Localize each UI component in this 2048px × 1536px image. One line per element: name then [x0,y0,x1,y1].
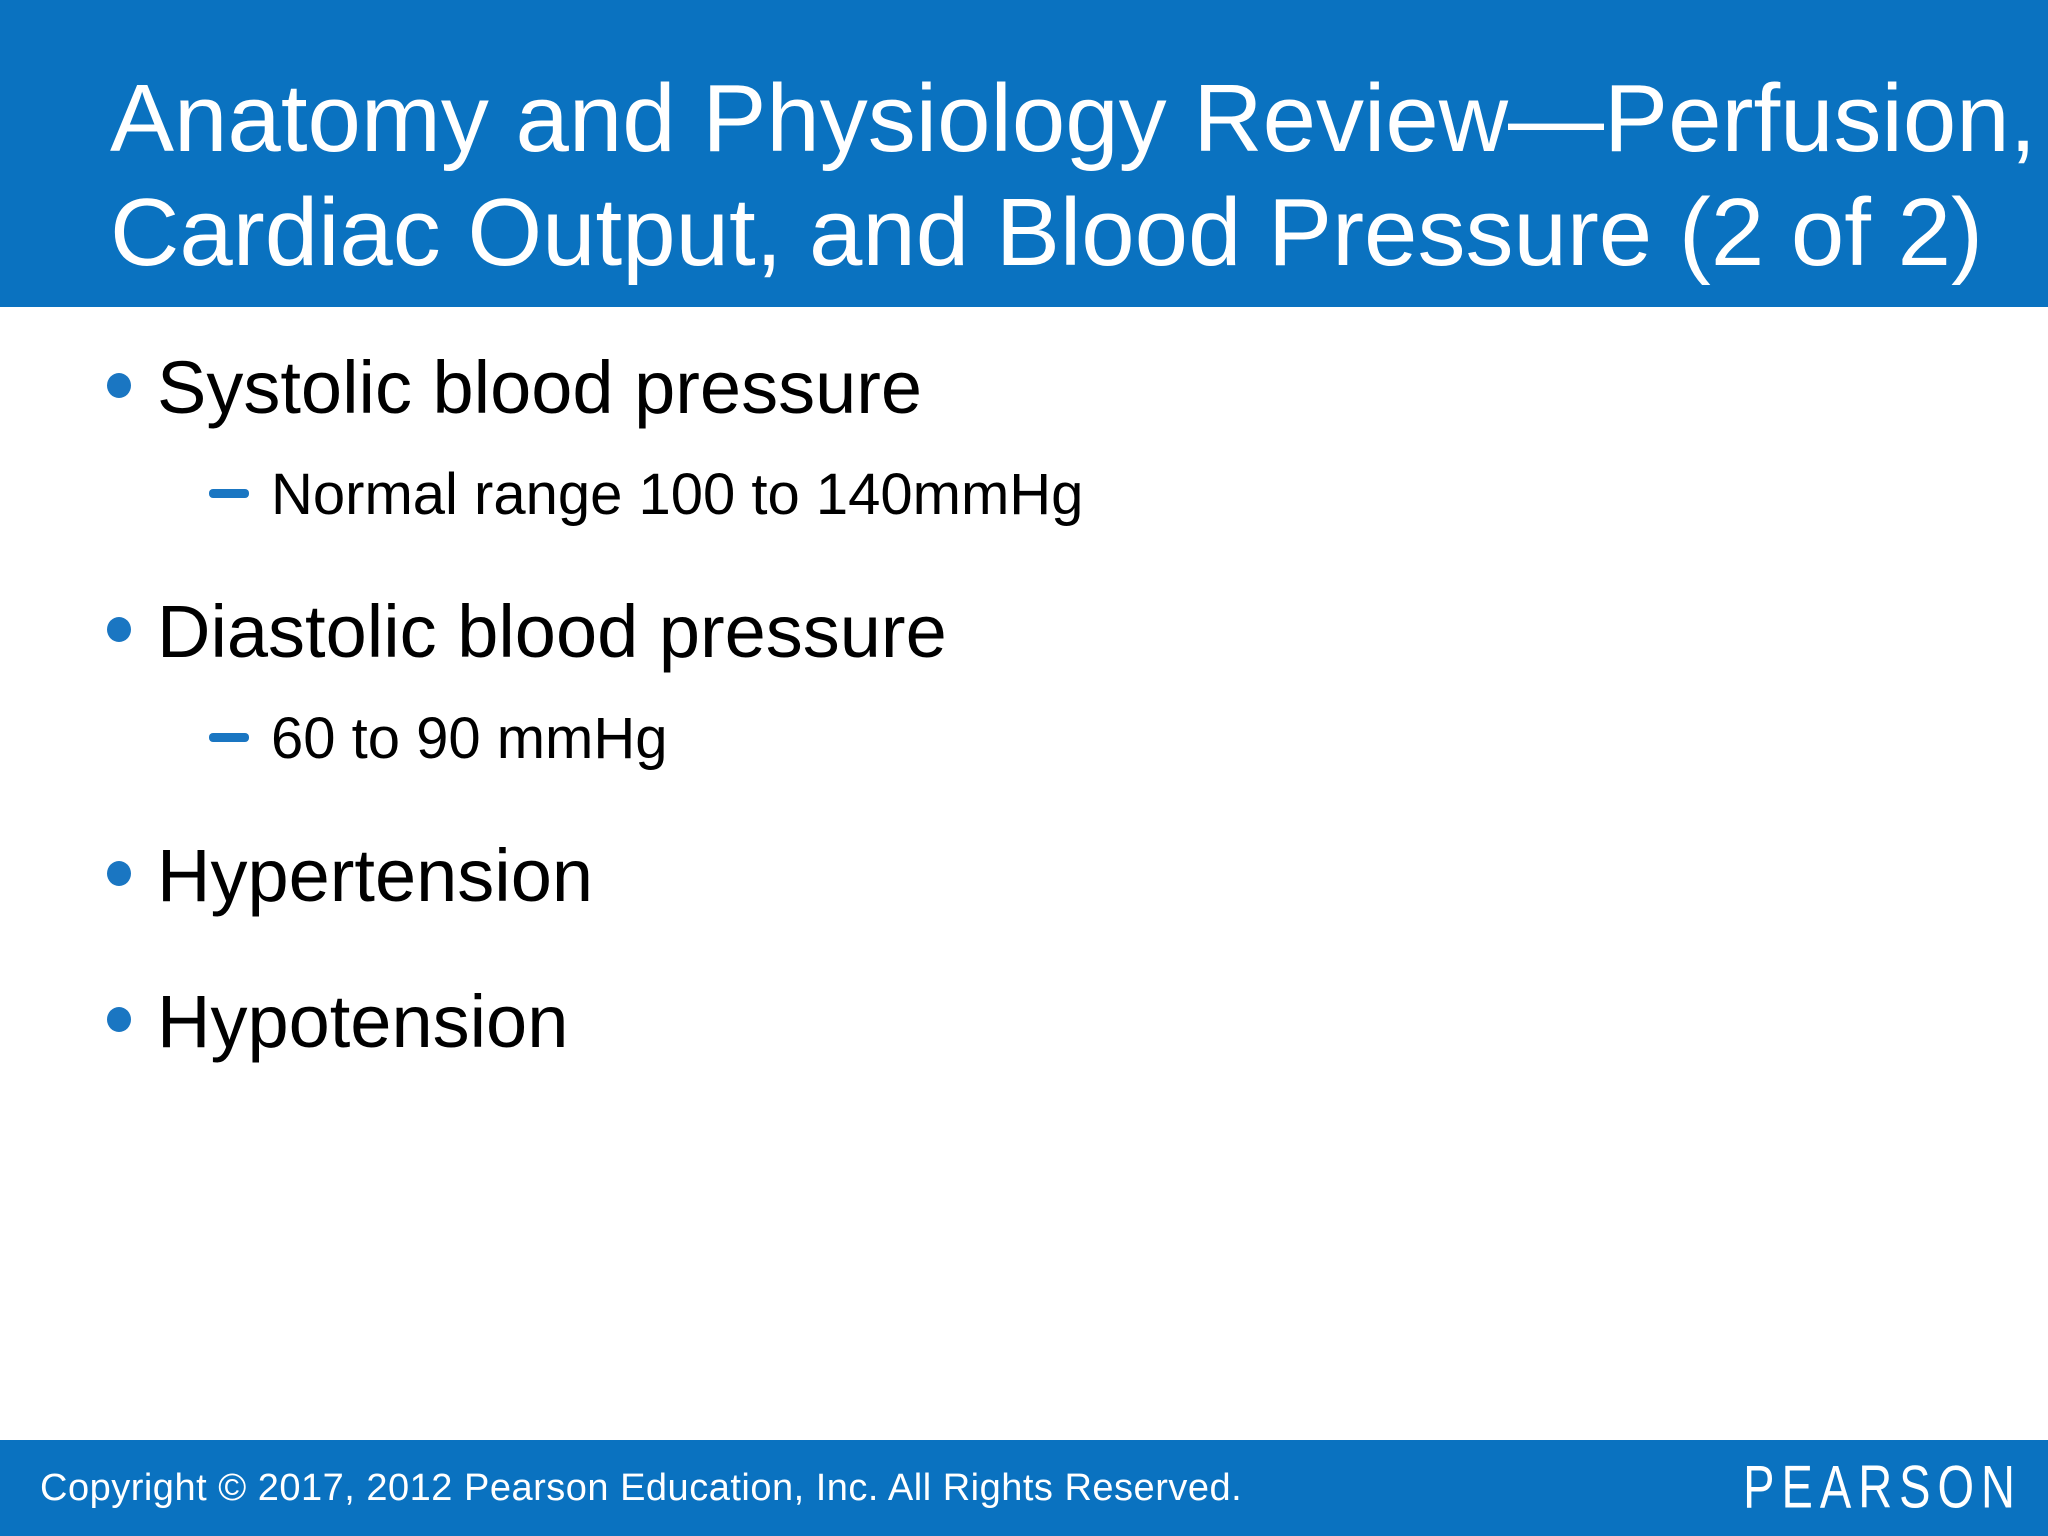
list-item-text: 60 to 90 mmHg [271,706,668,771]
title-bar: Anatomy and Physiology Review—Perfusion,… [0,0,2048,307]
list-item-text: Normal range 100 to 140mmHg [271,462,1084,527]
bullet-dot-icon [107,1006,131,1032]
list-item: Hypertension [107,832,1988,920]
slide-title-line-2: Cardiac Output, and Blood Pressure (2 of… [110,179,1983,286]
list-sub-item: 60 to 90 mmHg [107,704,1988,774]
bullet-dot-icon [107,616,131,642]
copyright-text: Copyright © 2017, 2012 Pearson Education… [40,1466,1243,1509]
list-item-text: Systolic blood pressure [157,346,923,429]
dash-icon [209,488,249,498]
list-item-text: Hypotension [157,980,569,1063]
footer-bar: Copyright © 2017, 2012 Pearson Education… [0,1440,2048,1536]
list-item-text: Diastolic blood pressure [157,590,947,673]
slide-title-line-1: Anatomy and Physiology Review—Perfusion, [110,65,2037,172]
list-item: Hypotension [107,978,1988,1066]
dash-icon [209,732,249,742]
bullet-dot-icon [107,372,131,398]
bullet-dot-icon [107,860,131,886]
list-item-text: Hypertension [157,834,594,917]
list-item: Diastolic blood pressure [107,588,1988,676]
list-item: Systolic blood pressure [107,344,1988,432]
pearson-logo: PEARSON [1743,1452,2022,1520]
list-sub-item: Normal range 100 to 140mmHg [107,460,1988,530]
bullet-list: Systolic blood pressure Normal range 100… [0,307,2048,1066]
